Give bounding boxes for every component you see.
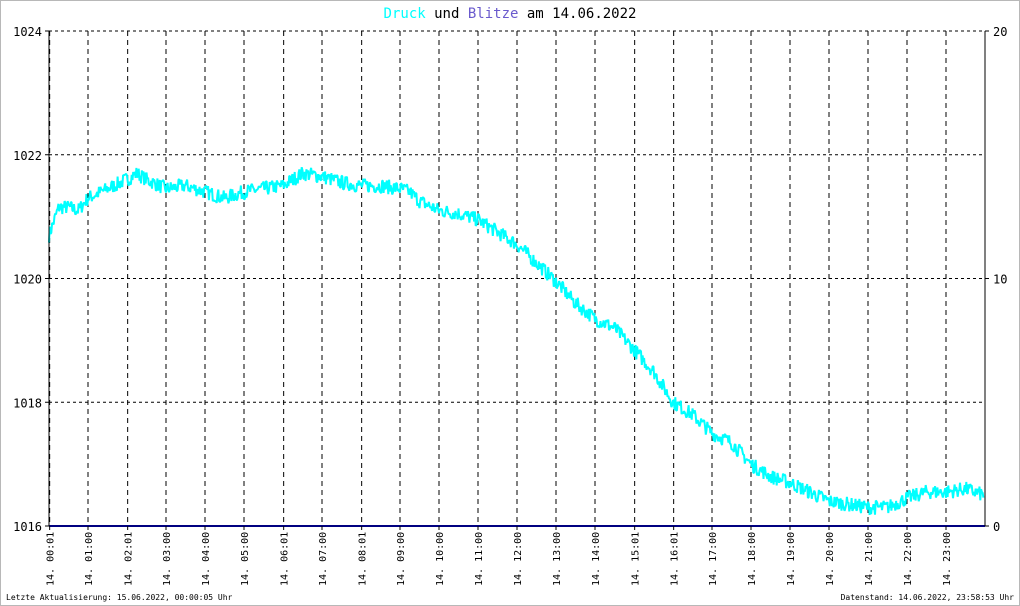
axes — [45, 30, 989, 530]
x-tick-label: 14. 18:00 — [747, 532, 758, 586]
x-tick-label: 14. 17:00 — [708, 532, 719, 586]
y-right-tick-label: 0 — [993, 520, 1000, 534]
x-tick-label: 14. 09:00 — [396, 532, 407, 586]
x-tick-label: 14. 01:00 — [84, 532, 95, 586]
title-blitze: Blitze — [468, 6, 519, 22]
title-und: und — [434, 6, 459, 22]
x-tick-label: 14. 12:00 — [513, 532, 524, 586]
druck-series-line — [48, 166, 985, 515]
title-date: 14.06.2022 — [552, 6, 636, 22]
x-tick-label: 14. 11:00 — [474, 532, 485, 586]
last-update-text: Letzte Aktualisierung: 15.06.2022, 00:00… — [6, 593, 233, 602]
grid — [49, 30, 985, 526]
y-left-tick-label: 1020 — [13, 273, 42, 287]
y-left-tick-label: 1022 — [13, 149, 42, 163]
y-right-tick-label: 20 — [993, 25, 1007, 39]
y-left-tick-label: 1018 — [13, 396, 42, 410]
x-tick-label: 14. 07:00 — [318, 532, 329, 586]
y-left-tick-label: 1024 — [13, 25, 42, 39]
x-tick-label: 14. 06:01 — [280, 532, 291, 586]
x-tick-label: 14. 13:00 — [552, 532, 563, 586]
x-tick-label: 14. 04:00 — [201, 532, 212, 586]
x-tick-label: 14. 21:00 — [864, 532, 875, 586]
title-druck: Druck — [384, 6, 427, 22]
x-tick-label: 14. 20:00 — [825, 532, 836, 586]
x-tick-label: 14. 00:01 — [46, 532, 57, 586]
x-tick-label: 14. 08:01 — [358, 532, 369, 586]
x-tick-label: 14. 16:01 — [670, 532, 681, 586]
y-left-tick-label: 1016 — [13, 520, 42, 534]
x-tick-label: 14. 19:00 — [786, 532, 797, 586]
x-tick-label: 14. 15:01 — [631, 532, 642, 586]
x-tick-label: 14. 23:00 — [942, 532, 953, 586]
title-am: am — [527, 6, 544, 22]
x-tick-label: 14. 02:01 — [124, 532, 135, 586]
data-status-text: Datenstand: 14.06.2022, 23:58:53 Uhr — [840, 593, 1014, 602]
y-right-tick-label: 10 — [993, 273, 1007, 287]
x-tick-label: 14. 22:00 — [903, 532, 914, 586]
x-tick-label: 14. 03:00 — [162, 532, 173, 586]
x-tick-label: 14. 10:00 — [435, 532, 446, 586]
chart-title: Druck und Blitze am 14.06.2022 — [384, 6, 637, 22]
x-tick-label: 14. 14:00 — [591, 532, 602, 586]
x-tick-label: 14. 05:00 — [240, 532, 251, 586]
